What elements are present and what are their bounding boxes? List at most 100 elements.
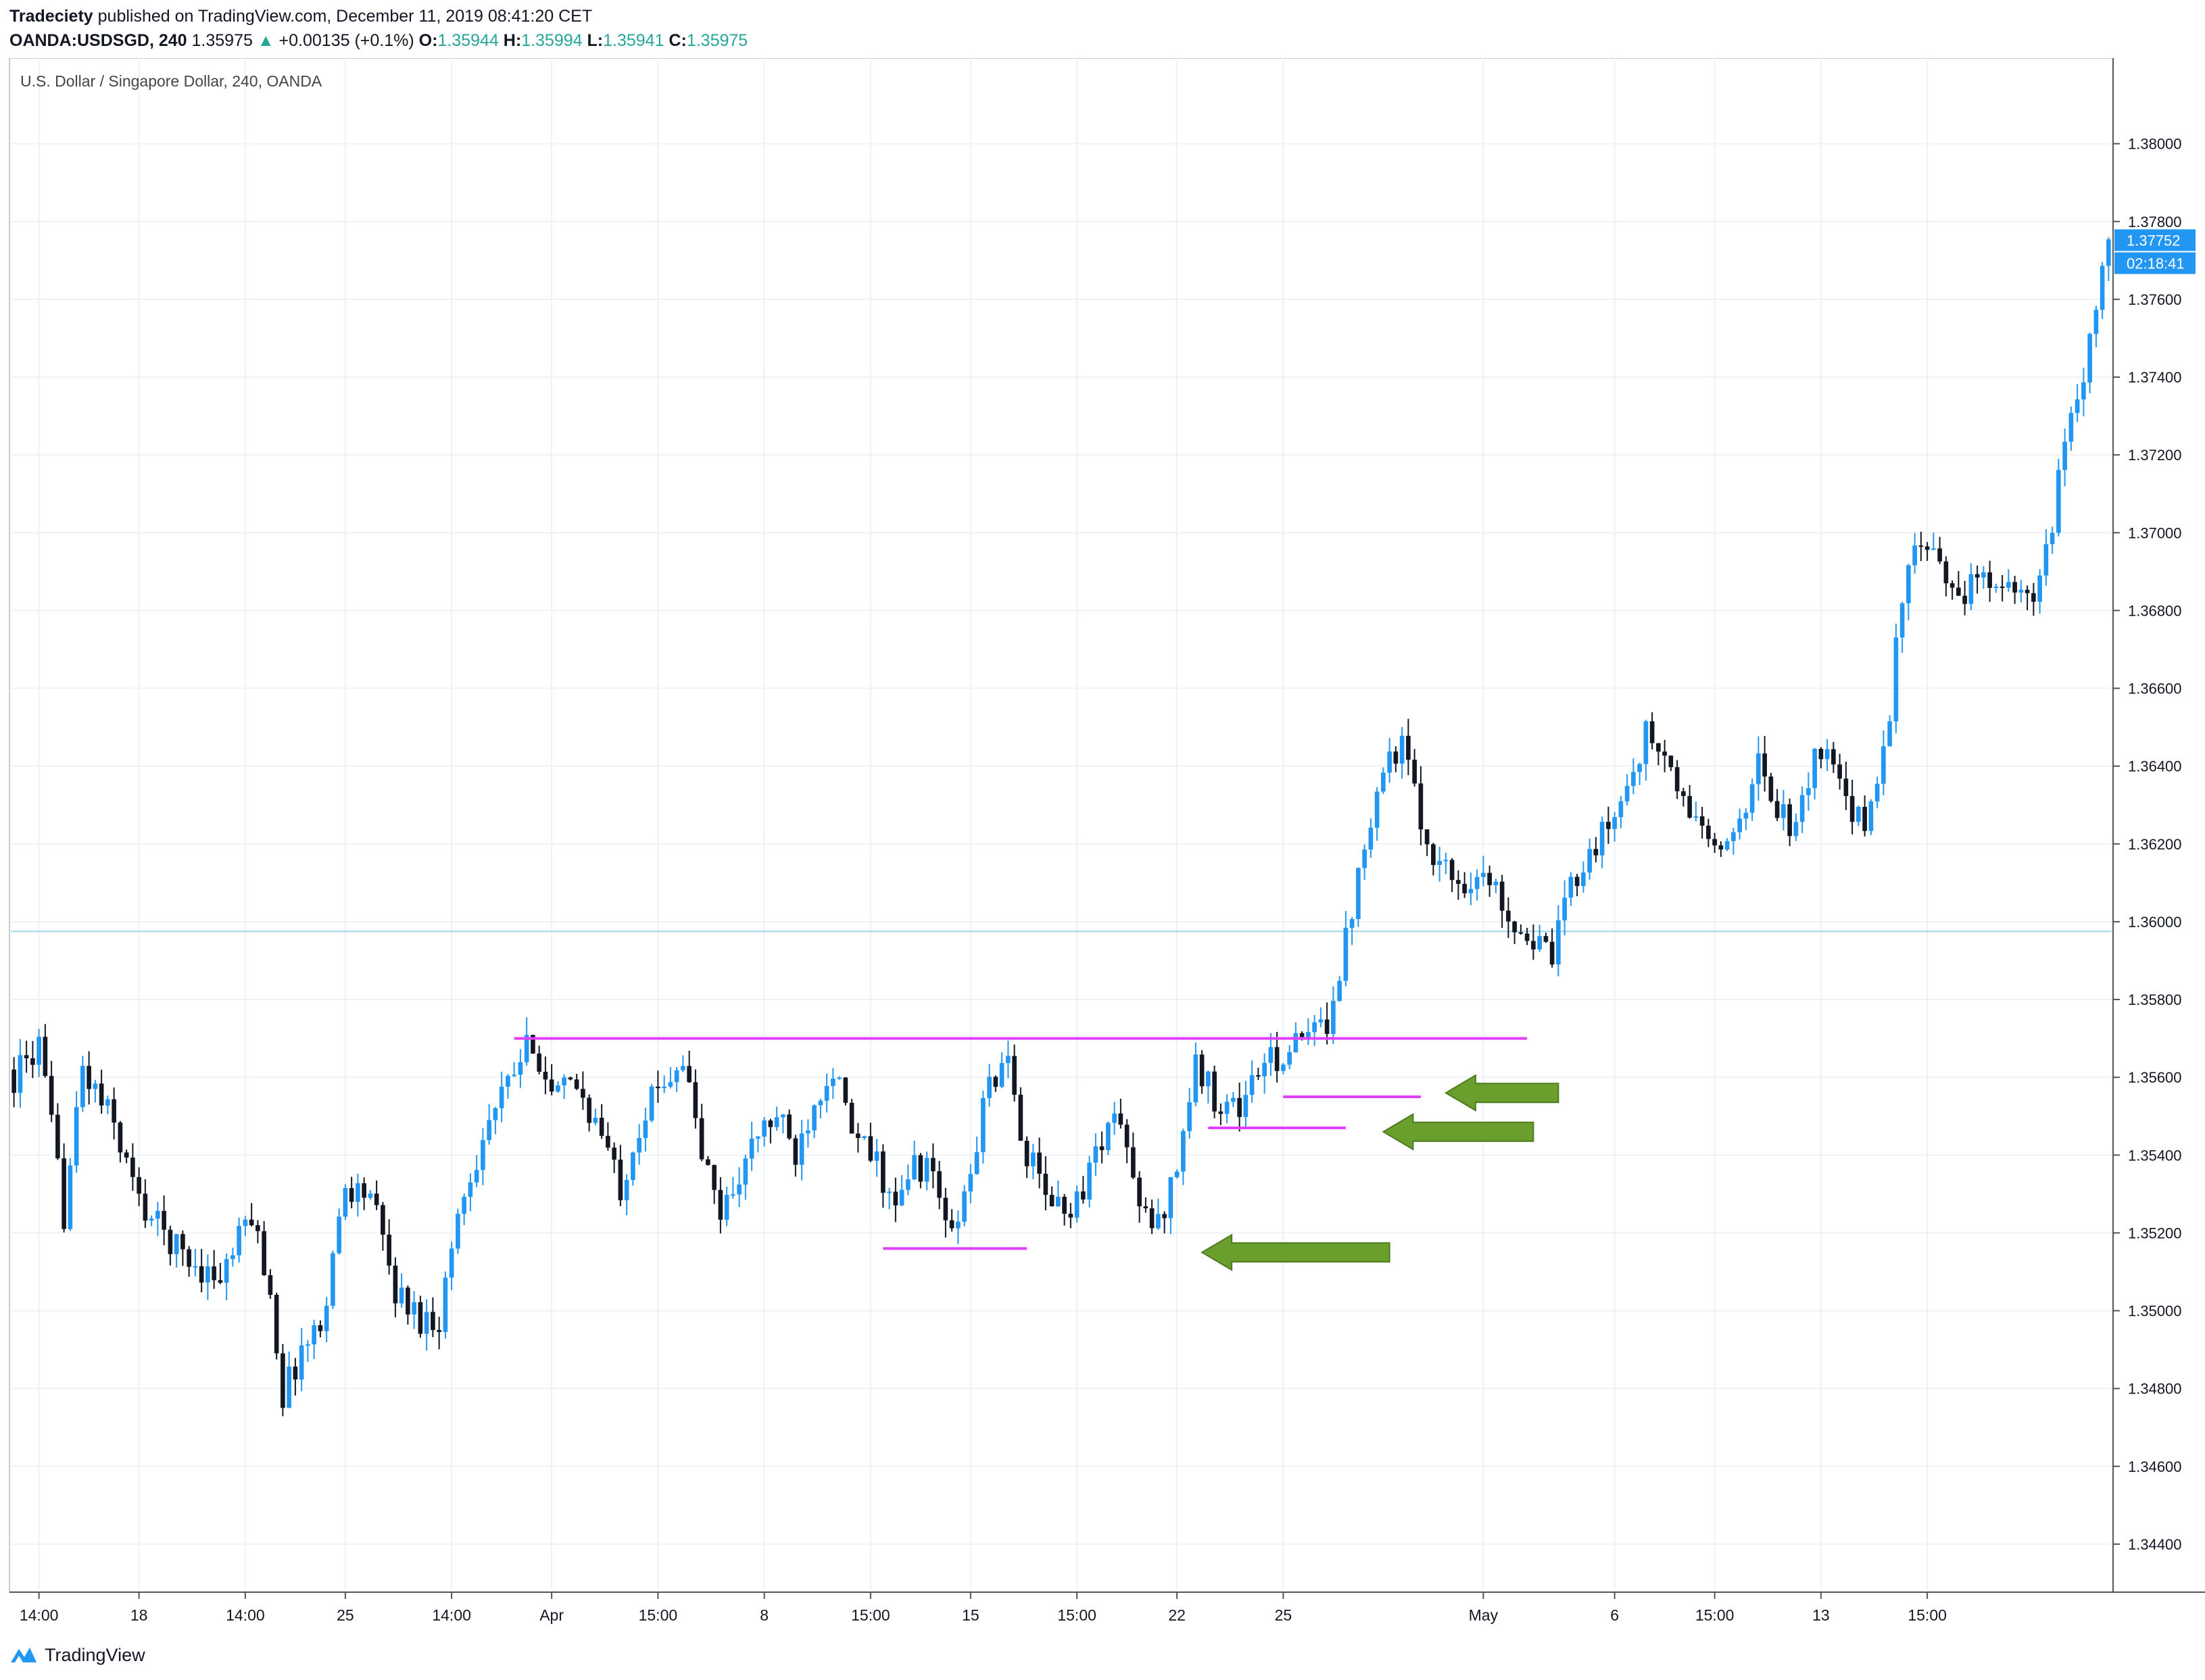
low-label: L:: [587, 31, 604, 50]
candle-body: [399, 1287, 404, 1304]
candle-body: [499, 1087, 504, 1108]
arrow-left-icon[interactable]: [1382, 1112, 1534, 1151]
candle-body: [318, 1325, 323, 1331]
x-tick-label: 25: [1275, 1606, 1292, 1624]
x-tick-label: 15:00: [1908, 1606, 1947, 1624]
y-tick-label: 1.34400: [2128, 1536, 2182, 1553]
candle-body: [693, 1082, 698, 1118]
candle-body: [1668, 756, 1674, 768]
tradingview-brand[interactable]: TradingView: [45, 1645, 145, 1665]
publisher-name[interactable]: Tradeciety: [9, 7, 93, 26]
candle-body: [1706, 825, 1711, 839]
candle-body: [1531, 941, 1536, 949]
candle-body: [443, 1277, 448, 1333]
candle-body: [62, 1158, 66, 1229]
candle-body: [1512, 921, 1517, 933]
y-tick-label: 1.37200: [2128, 447, 2182, 464]
candle-body: [1849, 796, 1855, 822]
candle-body: [1537, 936, 1542, 949]
candle-body: [281, 1353, 285, 1408]
candle-body: [881, 1151, 886, 1193]
candlestick-chart[interactable]: U.S. Dollar / Singapore Dollar, 240, OAN…: [0, 58, 2205, 1637]
y-tick-label: 1.37000: [2128, 524, 2182, 541]
candle-body: [1249, 1074, 1255, 1095]
x-tick-label: May: [1469, 1606, 1499, 1624]
candle-body: [1274, 1047, 1280, 1071]
candle-body: [1587, 849, 1592, 873]
candle-body: [1474, 876, 1480, 889]
candle-body: [224, 1259, 229, 1283]
y-tick-label: 1.35600: [2128, 1069, 2182, 1086]
candle-body: [962, 1191, 967, 1222]
candle-body: [168, 1229, 173, 1254]
candle-body: [537, 1054, 541, 1072]
candle-body: [712, 1164, 717, 1190]
x-tick-label: 14:00: [432, 1606, 471, 1624]
candle-body: [749, 1138, 754, 1159]
candle-body: [1962, 595, 1967, 604]
candle-body: [337, 1216, 341, 1254]
candle-body: [1268, 1047, 1274, 1063]
time-axis[interactable]: 14:00 18 14:00 25 14:00 Apr 15:00 8 15:00 15 15:00…: [20, 1592, 1947, 1624]
candle-body: [2006, 582, 2011, 588]
countdown-box: [2114, 252, 2196, 274]
price-change: +0.00135 (+0.1%): [278, 31, 414, 50]
candle-body: [1156, 1214, 1161, 1229]
candle-body: [1018, 1094, 1023, 1141]
x-tick-label: 15:00: [851, 1606, 890, 1624]
candle-body: [1893, 637, 1899, 722]
candle-body: [493, 1108, 498, 1120]
candle-body: [1662, 751, 1667, 756]
arrows[interactable]: [1201, 1074, 1559, 1271]
x-tick-label: 6: [1610, 1606, 1619, 1624]
candle-body: [2056, 470, 2061, 533]
price-axis[interactable]: 1.34400 1.34600 1.34800 1.35000 1.35200 1.354…: [2113, 136, 2182, 1553]
candle-body: [1081, 1191, 1086, 1200]
candle-body: [1906, 565, 1911, 603]
candle-body: [1224, 1102, 1230, 1114]
candle-body: [993, 1077, 998, 1087]
candle-body: [1924, 546, 1930, 550]
candle-body: [1787, 804, 1792, 837]
candle-body: [887, 1191, 892, 1193]
grid: [11, 58, 2112, 1591]
candle-body: [831, 1079, 835, 1087]
candle-body: [574, 1079, 579, 1089]
candle-body: [1593, 849, 1599, 856]
candle-body: [1687, 795, 1692, 818]
candle-body: [1431, 844, 1436, 865]
candle-body: [1424, 829, 1430, 845]
candle-body: [1481, 872, 1486, 877]
candle-body: [849, 1102, 854, 1134]
candle-body: [212, 1266, 216, 1281]
candle-body: [149, 1218, 154, 1221]
candle-body: [2043, 544, 2049, 576]
candle-body: [2031, 593, 2036, 602]
candle-body: [599, 1118, 604, 1136]
candle-body: [518, 1062, 523, 1075]
candle-body: [1056, 1196, 1061, 1207]
low-value: 1.35941: [603, 31, 664, 50]
candle-body: [1262, 1062, 1267, 1077]
candle-body: [462, 1197, 466, 1214]
candle-body: [1393, 751, 1399, 764]
candle-body: [524, 1035, 529, 1062]
candle-body: [2000, 586, 2005, 588]
tradingview-logo-icon[interactable]: [8, 1644, 39, 1665]
candle-body: [306, 1344, 310, 1346]
level-lines[interactable]: [514, 1037, 1528, 1250]
candle-body: [1774, 801, 1780, 818]
x-tick-label: Apr: [539, 1606, 564, 1624]
candle-body: [187, 1249, 191, 1267]
candle-body: [1831, 749, 1836, 765]
arrow-left-icon[interactable]: [1201, 1233, 1390, 1271]
y-tick-label: 1.34600: [2128, 1458, 2182, 1475]
arrow-left-icon[interactable]: [1444, 1074, 1559, 1112]
candle-body: [1281, 1064, 1286, 1071]
candle-body: [418, 1302, 423, 1334]
candle-body: [768, 1120, 773, 1127]
candle-body: [349, 1188, 354, 1202]
publish-line: Tradeciety published on TradingView.com,…: [9, 7, 592, 26]
candle-body: [331, 1253, 335, 1306]
symbol-label[interactable]: OANDA:USDSGD, 240: [9, 31, 187, 50]
